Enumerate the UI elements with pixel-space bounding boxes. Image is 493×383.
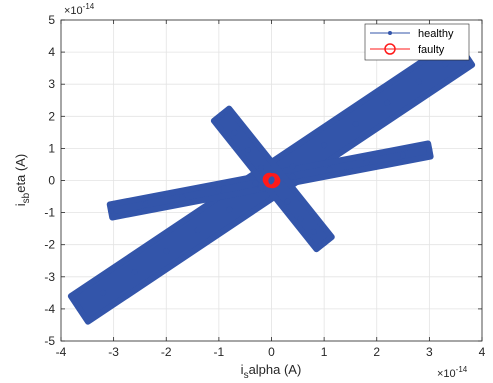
y-tick-label: -5 — [44, 334, 55, 348]
healthy-point — [257, 164, 264, 171]
healthy-point — [442, 61, 449, 68]
legend-healthy-marker — [388, 31, 392, 35]
y-tick-label: 4 — [48, 45, 55, 59]
healthy-point — [289, 173, 296, 180]
healthy-point — [415, 78, 422, 85]
legend: healthy faulty — [364, 23, 470, 61]
x-tick-label: -4 — [56, 345, 67, 359]
healthy-point — [352, 121, 359, 128]
y-tick-label: 0 — [48, 174, 55, 188]
x-exponent-label: ×10-14 — [437, 365, 468, 380]
healthy-point — [257, 184, 264, 191]
x-axis-label: isalpha (A) — [241, 362, 302, 381]
healthy-point — [142, 201, 149, 208]
healthy-point — [163, 248, 170, 255]
healthy-point — [100, 289, 107, 296]
x-tick-label: -1 — [214, 345, 225, 359]
healthy-point — [194, 227, 201, 234]
legend-faulty-marker — [384, 43, 396, 55]
healthy-point — [76, 305, 83, 312]
healthy-point — [321, 142, 328, 149]
healthy-point — [426, 147, 433, 154]
healthy-point — [400, 152, 407, 159]
healthy-point — [310, 228, 317, 235]
legend-healthy-label: healthy — [418, 28, 454, 40]
x-tick-label: 2 — [373, 345, 380, 359]
y-axis-label: isbeta (A) — [13, 154, 32, 206]
y-tick-label: 1 — [48, 141, 55, 155]
y-tick-label: -2 — [44, 238, 55, 252]
healthy-point — [244, 147, 251, 154]
healthy-point — [321, 240, 328, 247]
x-tick-label: -2 — [161, 345, 172, 359]
healthy-point — [218, 111, 225, 118]
y-tick-label: 5 — [48, 13, 55, 27]
y-tick-label: -4 — [44, 302, 55, 316]
healthy-band — [210, 105, 335, 253]
healthy-point — [252, 180, 259, 187]
healthy-point — [107, 207, 114, 214]
healthy-point — [179, 194, 186, 201]
healthy-point — [231, 129, 238, 136]
legend-faulty-label: faulty — [418, 44, 445, 56]
y-tick-label: 3 — [48, 77, 55, 91]
y-tick-label: -1 — [44, 206, 55, 220]
x-tick-label: 3 — [426, 345, 433, 359]
healthy-point — [226, 206, 233, 213]
x-tick-label: 4 — [479, 345, 486, 359]
healthy-point — [284, 198, 291, 205]
healthy-point — [289, 163, 296, 170]
healthy-point — [326, 166, 333, 173]
healthy-point — [297, 216, 304, 223]
healthy-point — [363, 159, 370, 166]
y-tick-label: 2 — [48, 109, 55, 123]
faulty-point — [262, 172, 277, 187]
healthy-point — [215, 187, 222, 194]
healthy-point — [131, 268, 138, 275]
y-tick-label: -3 — [44, 270, 55, 284]
x-tick-label: -3 — [108, 345, 119, 359]
x-tick-label: 1 — [321, 345, 328, 359]
legend-box — [364, 23, 470, 61]
y-exponent-label: ×10-14 — [64, 2, 95, 17]
healthy-point — [384, 99, 391, 106]
x-tick-label: 0 — [268, 345, 275, 359]
